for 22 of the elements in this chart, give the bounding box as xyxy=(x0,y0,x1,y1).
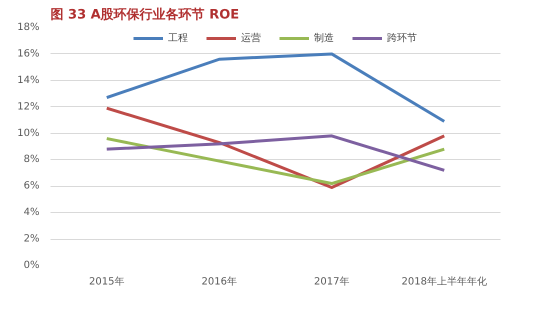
line-series xyxy=(105,52,446,123)
y-tick-label: 8% xyxy=(24,154,40,166)
x-tick-label: 2017年 xyxy=(314,276,350,288)
line-series xyxy=(105,134,446,172)
x-tick-label: 2018年上半年年化 xyxy=(402,276,487,288)
x-tick-label: 2015年 xyxy=(89,276,124,288)
y-tick-label: 6% xyxy=(24,180,40,192)
line-series xyxy=(105,137,446,186)
y-tick-label: 14% xyxy=(17,74,40,86)
y-tick-label: 12% xyxy=(17,101,40,112)
legend-label: 运营 xyxy=(241,32,261,45)
legend-label: 跨环节 xyxy=(387,32,417,45)
chart-title: 图 33 A股环保行业各环节 ROE xyxy=(50,8,240,22)
y-tick-label: 4% xyxy=(24,207,40,218)
y-tick-label: 16% xyxy=(17,48,40,60)
y-tick-label: 10% xyxy=(17,128,40,139)
legend-label: 制造 xyxy=(314,32,334,45)
y-tick-label: 0% xyxy=(24,260,40,271)
y-tick-label: 2% xyxy=(24,234,40,245)
x-tick-label: 2016年 xyxy=(202,276,237,288)
legend-label: 工程 xyxy=(168,32,188,45)
y-tick-label: 18% xyxy=(17,22,40,33)
